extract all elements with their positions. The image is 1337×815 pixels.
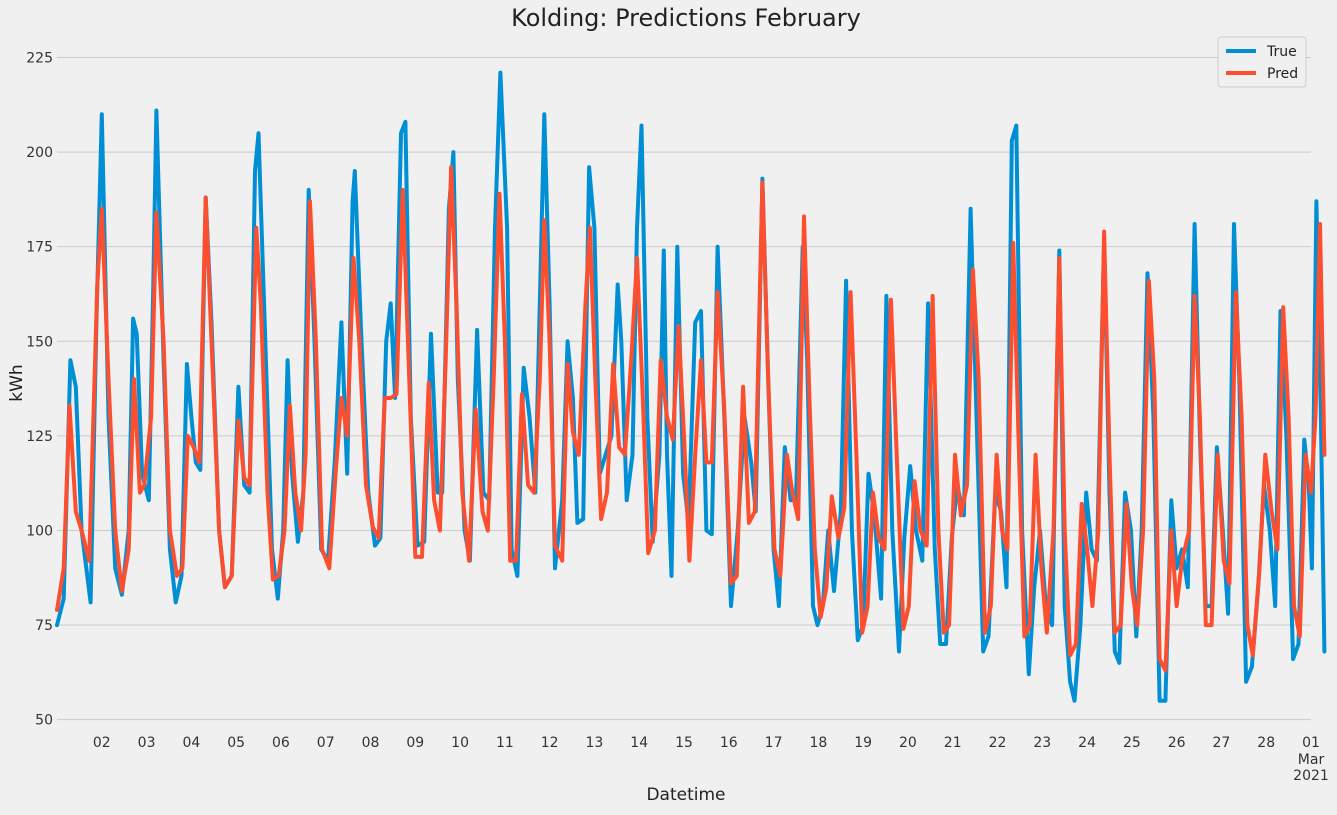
y-tick-label: 75 (35, 618, 53, 634)
y-tick-label: 200 (26, 145, 53, 161)
x-tick-label: 19 (854, 735, 872, 751)
x-tick-label: 20 (899, 735, 917, 751)
y-tick-label: 150 (26, 334, 53, 350)
x-tick-sublabel: Mar (1298, 752, 1325, 768)
x-tick-label: 16 (720, 735, 738, 751)
chart-title: Kolding: Predictions February (511, 4, 861, 32)
x-tick-label: 02 (93, 735, 111, 751)
legend-entry-label: Pred (1267, 66, 1298, 82)
x-tick-label: 09 (406, 735, 424, 751)
x-tick-label: 15 (675, 735, 693, 751)
y-tick-label: 100 (26, 523, 53, 539)
y-tick-label: 175 (26, 240, 53, 256)
x-tick-label: 23 (1033, 735, 1051, 751)
x-tick-label: 08 (362, 735, 380, 751)
x-tick-label: 06 (272, 735, 290, 751)
x-tick-label: 28 (1257, 735, 1275, 751)
x-tick-label: 22 (989, 735, 1007, 751)
series-line-pred (55, 165, 1327, 673)
x-tick-label: 04 (182, 735, 200, 751)
y-axis-label: kWh (7, 364, 27, 401)
x-tick-label: 12 (541, 735, 559, 751)
x-tick-label: 14 (630, 735, 648, 751)
x-tick-label: 25 (1123, 735, 1141, 751)
x-tick-label: 21 (944, 735, 962, 751)
x-tick-label: 27 (1213, 735, 1231, 751)
x-tick-label: 10 (451, 735, 469, 751)
x-tick-label: 03 (138, 735, 156, 751)
x-tick-label: 05 (227, 735, 245, 751)
y-tick-label: 225 (26, 50, 53, 66)
x-axis-label: Datetime (646, 785, 725, 805)
x-tick-sublabel: 2021 (1293, 768, 1329, 784)
y-tick-label: 125 (26, 429, 53, 445)
x-tick-label: 18 (809, 735, 827, 751)
x-tick-label: 13 (586, 735, 604, 751)
x-tick-label: 17 (765, 735, 783, 751)
y-tick-label: 50 (35, 713, 53, 729)
x-tick-label: 11 (496, 735, 514, 751)
x-tick-label: 24 (1078, 735, 1096, 751)
legend-entry-label: True (1266, 44, 1297, 60)
legend: True Pred (1217, 36, 1307, 88)
x-tick-label: 01 (1302, 735, 1320, 751)
x-tick-label: 26 (1168, 735, 1186, 751)
x-tick-label: 07 (317, 735, 335, 751)
